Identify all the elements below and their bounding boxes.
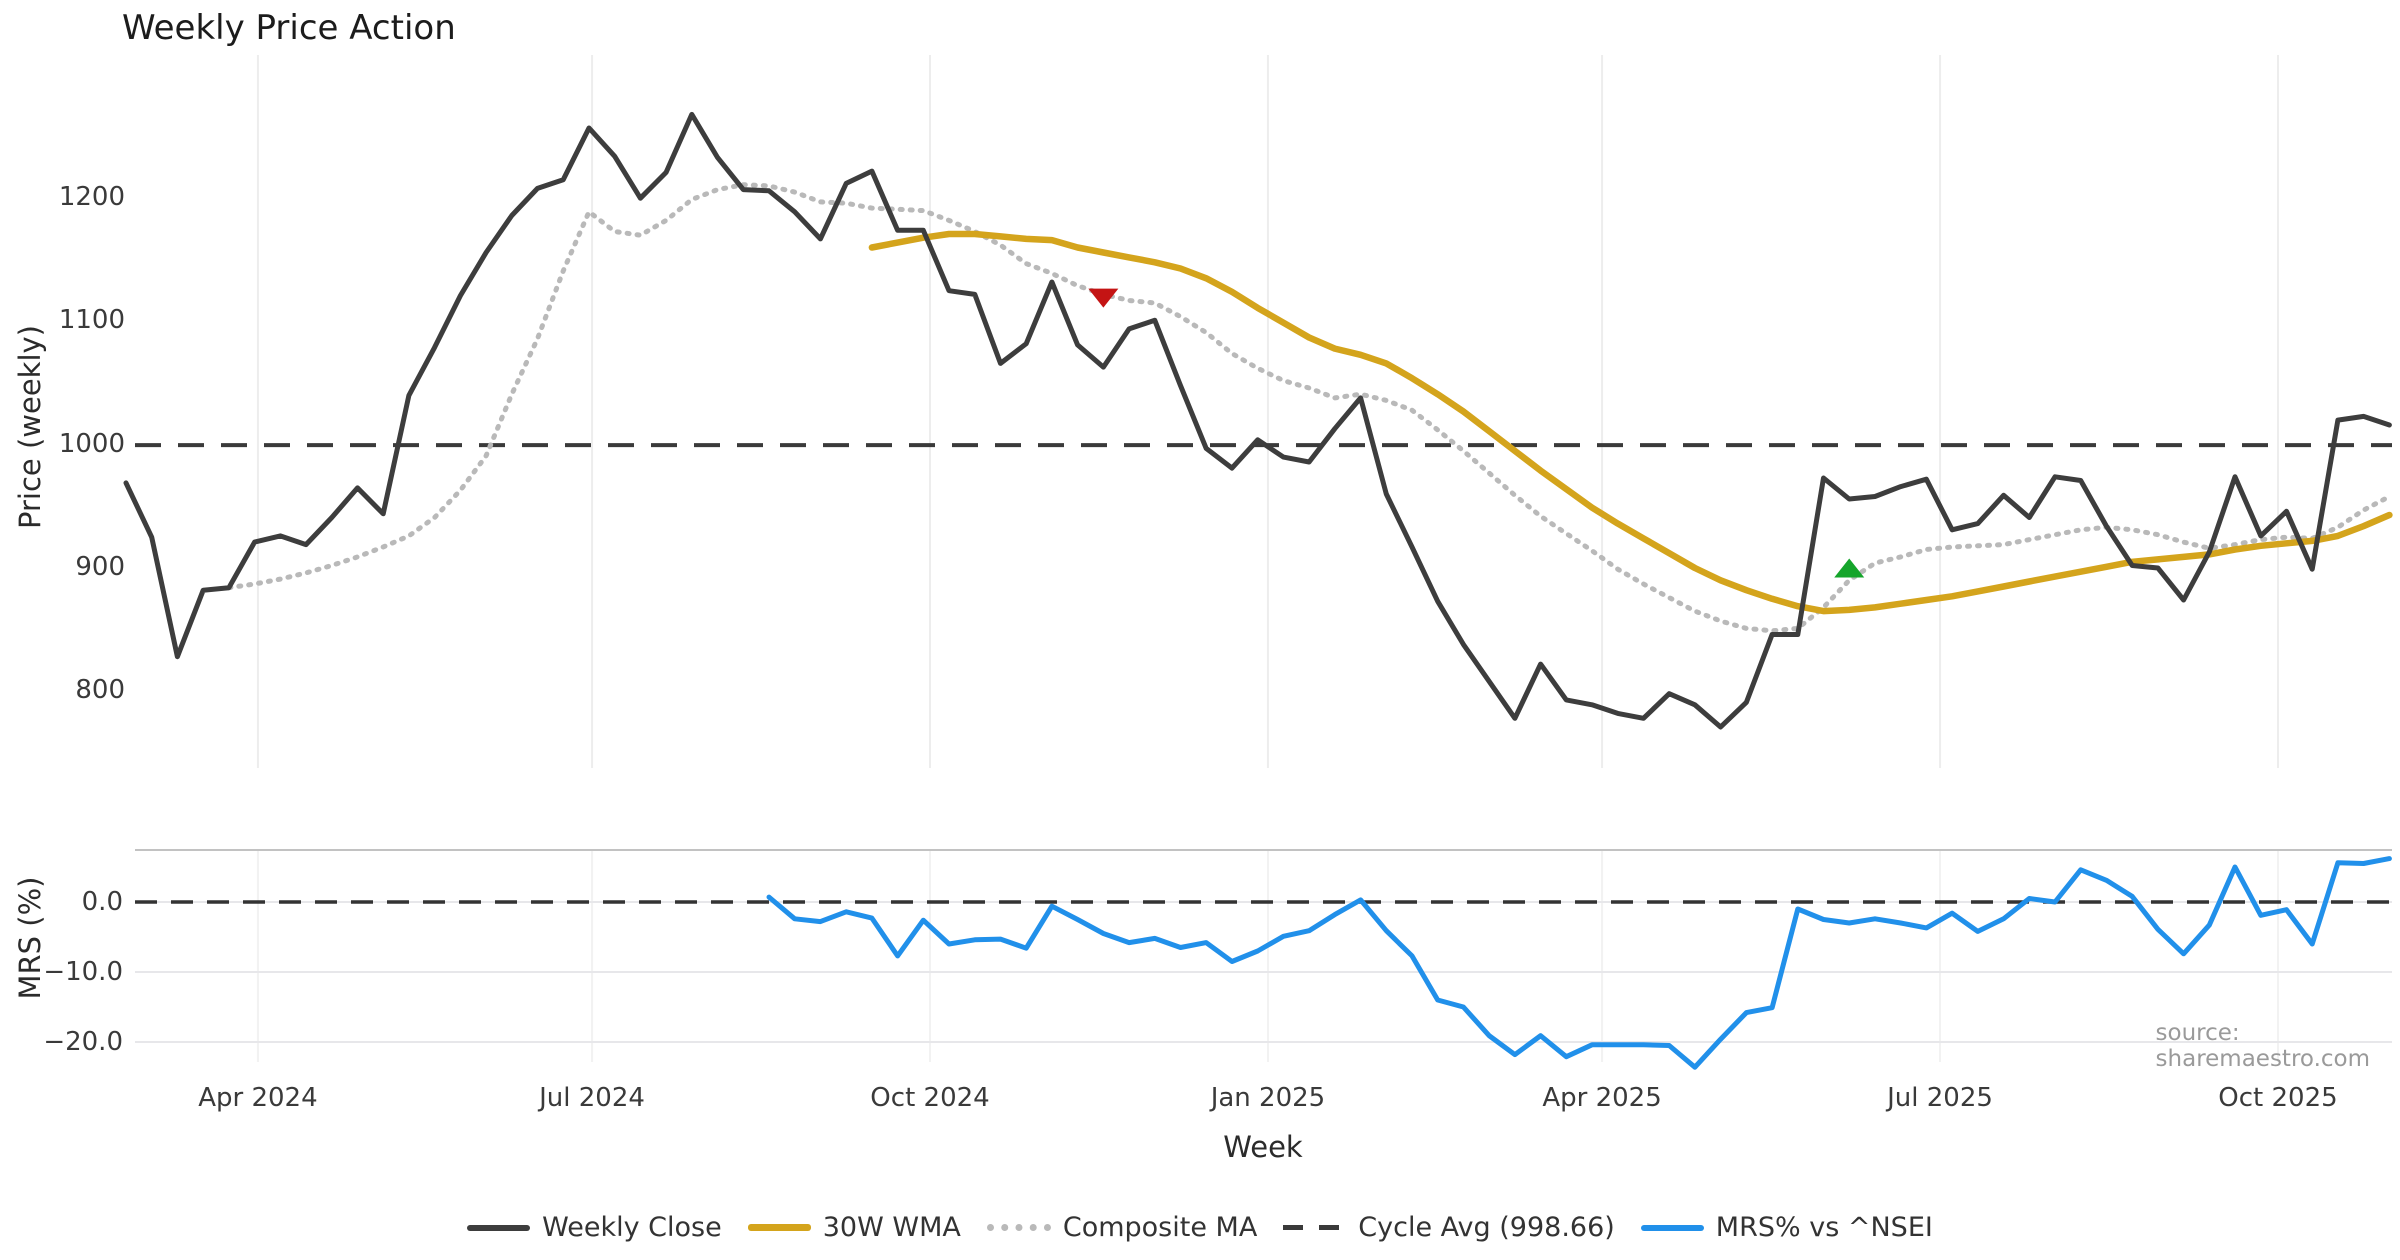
x-tick: Jul 2025	[1887, 1083, 1993, 1113]
y-tick-mrs: 0.0	[81, 887, 123, 917]
sell-signal-triangle-down-icon	[1088, 288, 1119, 308]
legend-label-composite-ma: Composite MA	[1062, 1212, 1258, 1243]
x-tick: Apr 2024	[198, 1083, 318, 1113]
page-title: Weekly Price Action	[122, 8, 456, 48]
buy-signal-triangle-up-icon	[1834, 558, 1865, 578]
y-tick-mrs: −20.0	[43, 1027, 123, 1057]
legend-label-weekly-close: Weekly Close	[542, 1212, 722, 1243]
weekly-close-line-swatch-icon	[467, 1224, 531, 1231]
legend-item-weekly-close: Weekly Close	[467, 1212, 722, 1243]
y-tick-price: 1000	[58, 428, 125, 459]
y-tick-price: 1200	[58, 182, 125, 212]
cycle-avg-swatch-icon	[1283, 1225, 1347, 1230]
legend-item-30w-wma: 30W WMA	[747, 1212, 961, 1243]
legend-item-cycle-avg: Cycle Avg (998.66)	[1283, 1212, 1615, 1243]
price-axis-label: Price (weekly)	[13, 324, 47, 530]
legend-label-mrs: MRS% vs ^NSEI	[1715, 1212, 1933, 1243]
legend-item-composite-ma: Composite MA	[986, 1212, 1258, 1243]
mrs-line-swatch-icon	[1640, 1224, 1704, 1231]
x-tick: Oct 2024	[870, 1083, 990, 1113]
week-axis-label: Week	[1223, 1130, 1303, 1164]
y-tick-price: 1100	[58, 305, 125, 336]
weekly-close-line	[123, 111, 2392, 730]
y-tick-price: 800	[75, 675, 125, 705]
x-tick: Oct 2025	[2218, 1083, 2338, 1113]
mrs-axis-label: MRS (%)	[13, 876, 47, 1000]
source-credit: source: sharemaestro.com	[2155, 1020, 2371, 1072]
legend-item-mrs: MRS% vs ^NSEI	[1640, 1212, 1933, 1243]
legend-label-30w-wma: 30W WMA	[822, 1212, 961, 1243]
y-tick-mrs: −10.0	[43, 957, 123, 987]
x-tick: Apr 2025	[1542, 1083, 1662, 1113]
wma-line	[868, 230, 2393, 615]
wma-line-swatch-icon	[747, 1224, 811, 1231]
legend-label-cycle-avg: Cycle Avg (998.66)	[1358, 1212, 1615, 1243]
composite-ma-line	[226, 182, 2392, 634]
y-tick-price: 900	[75, 551, 125, 582]
x-tick: Jan 2025	[1210, 1083, 1326, 1113]
legend: Weekly Close 30W WMA Composite MA Cycle …	[0, 1212, 2400, 1243]
mrs-line	[766, 856, 2392, 1070]
x-tick: Jul 2024	[539, 1083, 645, 1113]
composite-ma-swatch-icon	[986, 1224, 1051, 1231]
